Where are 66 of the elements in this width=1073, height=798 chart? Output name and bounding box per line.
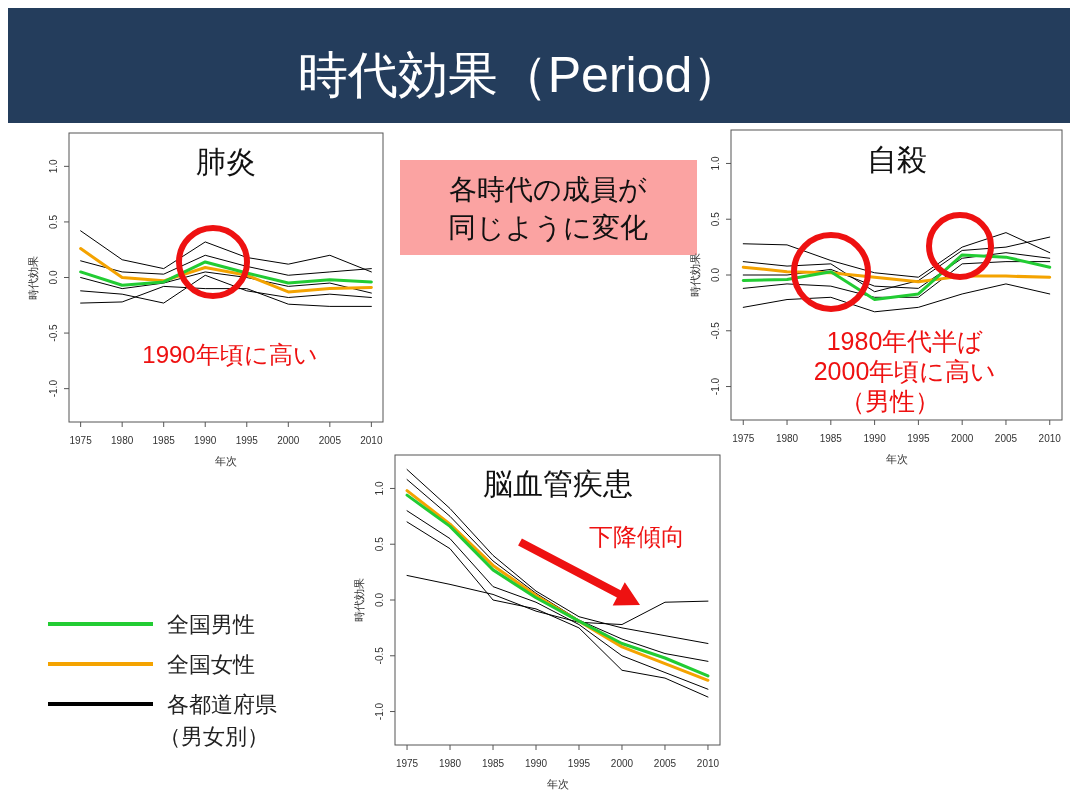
legend-label: 全国男性 — [167, 612, 255, 637]
x-tick-label: 1990 — [863, 433, 887, 444]
chart-title: 肺炎 — [196, 145, 256, 178]
x-tick-label: 1990 — [524, 758, 548, 769]
y-tick-label: 0.0 — [710, 267, 721, 282]
y-axis-title: 時代効果 — [27, 255, 39, 300]
line-series — [80, 271, 372, 294]
x-tick-label: 1985 — [481, 758, 505, 769]
x-tick-label: 2010 — [360, 435, 383, 446]
annotation: （男性） — [840, 387, 940, 415]
y-tick-label: -1.0 — [710, 377, 721, 396]
x-tick-label: 1980 — [438, 758, 462, 769]
y-tick-label: 0.0 — [48, 270, 59, 285]
x-tick-label: 1995 — [907, 433, 930, 444]
y-tick-label: -1.0 — [374, 702, 385, 721]
x-tick-label: 2000 — [277, 435, 300, 446]
x-tick-label: 1980 — [111, 435, 134, 446]
y-tick-label: -0.5 — [374, 646, 385, 665]
x-tick-label: 2000 — [951, 433, 974, 444]
annotation: 1980年代半ば — [826, 327, 984, 355]
line-series — [741, 253, 1052, 302]
x-tick-label: 1975 — [69, 435, 93, 446]
y-axis-title: 時代効果 — [353, 578, 365, 622]
text: 時代効果（Period） — [297, 47, 743, 103]
line-series — [80, 274, 372, 304]
x-tick-label: 1990 — [194, 435, 217, 446]
x-tick-label: 1980 — [775, 433, 799, 444]
y-tick-label: 0.5 — [48, 214, 59, 229]
x-axis-title: 年次 — [885, 453, 908, 465]
y-tick-label: 0.0 — [374, 592, 385, 607]
y-tick-label: -1.0 — [48, 379, 59, 398]
chart-title: 自殺 — [866, 143, 927, 176]
x-tick-label: 1985 — [819, 433, 843, 444]
x-tick-label: 2000 — [610, 758, 634, 769]
x-tick-label: 2005 — [653, 758, 677, 769]
legend-label: 全国女性 — [167, 652, 255, 677]
x-tick-label: 2005 — [994, 433, 1018, 444]
x-tick-label: 1975 — [732, 433, 755, 444]
line-series — [79, 260, 373, 287]
x-tick-label: 1995 — [567, 758, 591, 769]
y-tick-label: 1.0 — [374, 481, 385, 496]
y-tick-label: -0.5 — [710, 321, 721, 340]
y-tick-label: 0.5 — [374, 536, 385, 552]
x-axis-title: 年次 — [215, 455, 237, 467]
x-tick-label: 1985 — [152, 435, 176, 446]
legend-label: 各都道府県（男女別） — [159, 692, 277, 749]
x-tick-label: 2005 — [318, 435, 342, 446]
x-axis-title: 年次 — [546, 778, 569, 790]
text: 各時代の成員が同じように変化 — [448, 174, 648, 243]
y-tick-label: -0.5 — [48, 324, 59, 342]
x-tick-label: 1975 — [395, 758, 419, 769]
annotation: 下降傾向 — [589, 523, 685, 550]
line-series — [742, 283, 1051, 313]
x-tick-label: 2010 — [1038, 433, 1062, 444]
line-series — [80, 230, 372, 273]
annotation: 1990年頃に高い — [142, 341, 318, 368]
chart-title: 脳血管疾患 — [482, 467, 633, 500]
annotation: 2000年頃に高い — [813, 357, 997, 385]
x-tick-label: 2010 — [696, 758, 720, 769]
y-tick-label: 0.5 — [710, 211, 721, 227]
line-series — [742, 236, 1051, 293]
x-tick-label: 1995 — [235, 435, 259, 446]
y-tick-label: 1.0 — [48, 158, 59, 174]
y-axis-title: 時代効果 — [689, 253, 701, 297]
y-tick-label: 1.0 — [710, 156, 721, 171]
line-series — [79, 247, 373, 294]
